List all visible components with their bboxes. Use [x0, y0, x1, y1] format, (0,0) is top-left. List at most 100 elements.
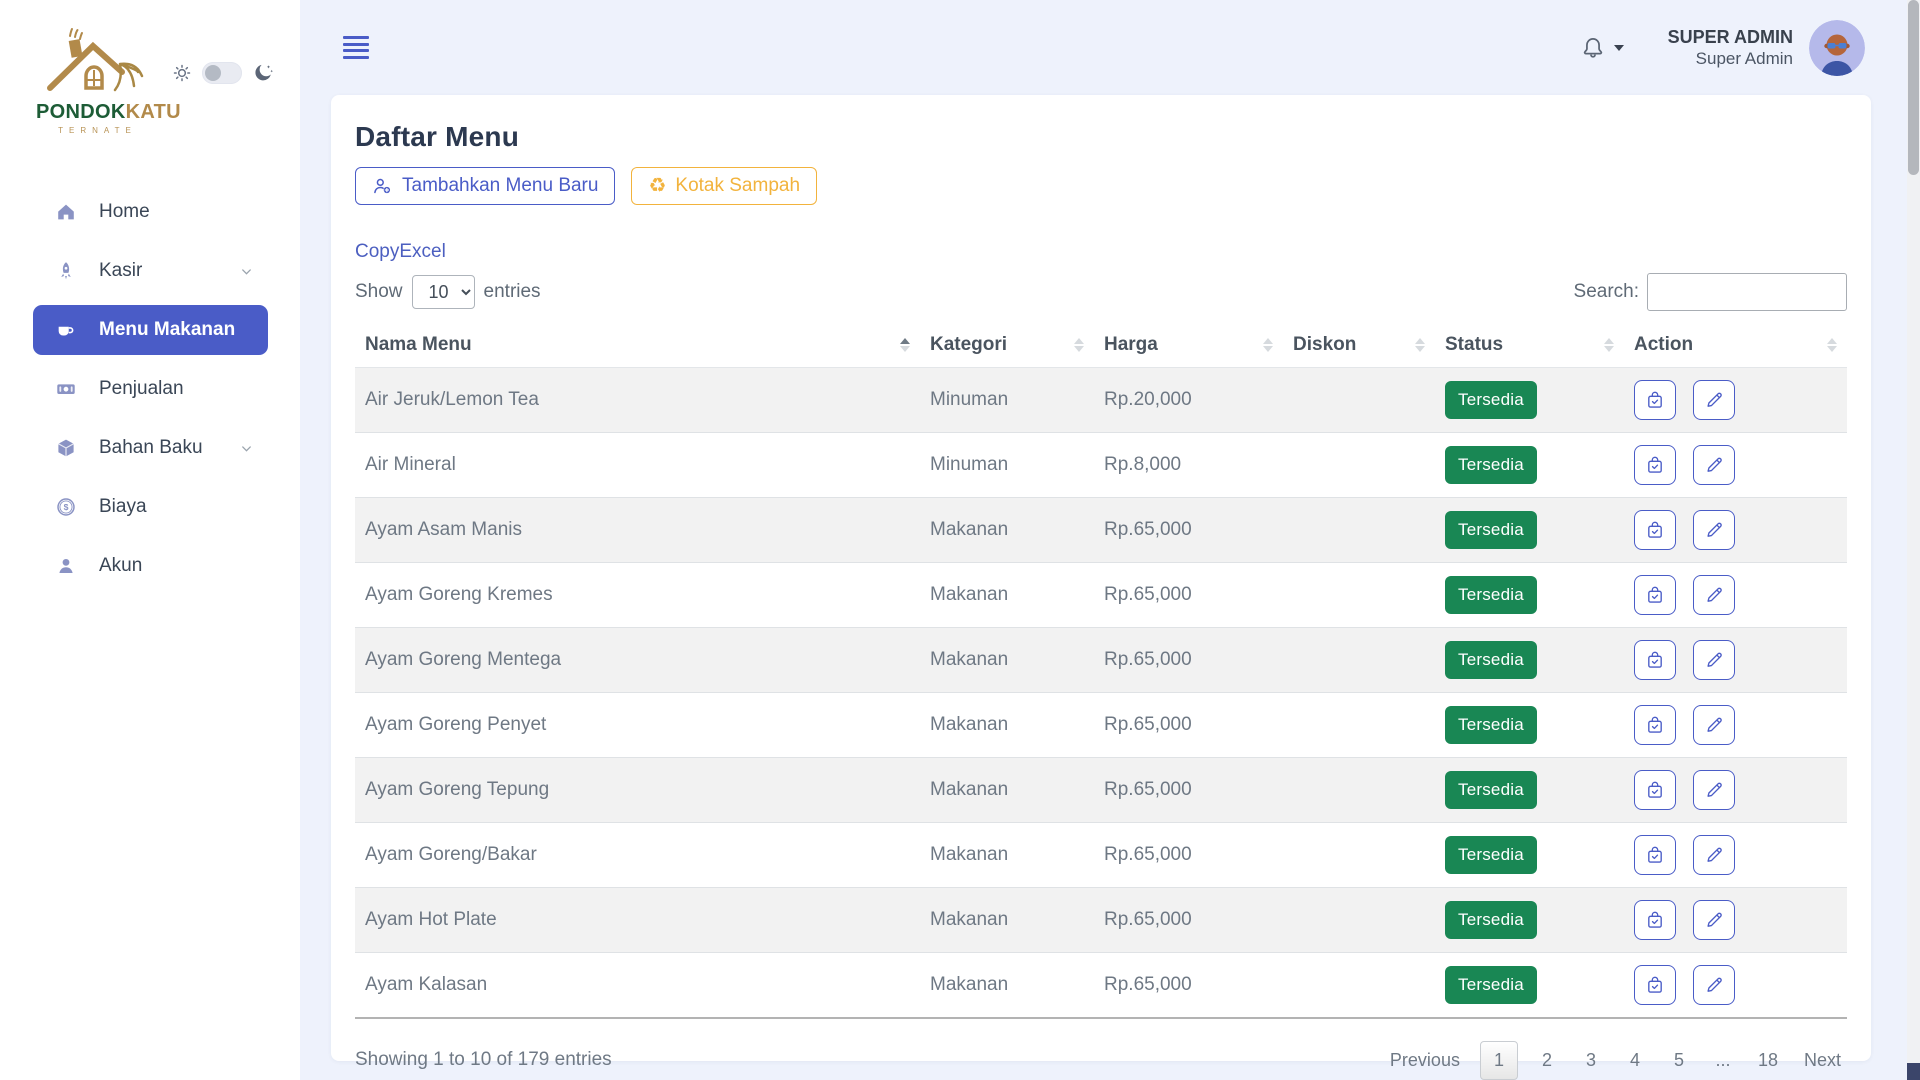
- discount-cell: [1283, 627, 1435, 693]
- pencil-icon: [1707, 522, 1723, 537]
- edit-button[interactable]: [1693, 705, 1736, 745]
- action-cell: [1624, 497, 1847, 563]
- rocket-icon: [54, 259, 78, 283]
- bag-check-button[interactable]: [1634, 835, 1676, 875]
- bag-check-button[interactable]: [1634, 900, 1676, 940]
- sidebar-item-penjualan[interactable]: Penjualan: [33, 364, 268, 414]
- sidebar-item-akun[interactable]: Akun: [33, 541, 268, 591]
- moon-icon: [255, 64, 273, 81]
- discount-cell: [1283, 432, 1435, 498]
- pagination-next[interactable]: Next: [1803, 1049, 1841, 1070]
- edit-button[interactable]: [1693, 835, 1736, 875]
- edit-button[interactable]: [1693, 770, 1736, 810]
- sidebar-item-kasir[interactable]: Kasir: [33, 246, 268, 296]
- table-row: Ayam Hot Plate Makanan Rp.65,000 Tersedi…: [355, 887, 1847, 953]
- excel-button[interactable]: Excel: [399, 241, 446, 262]
- price-cell: Rp.65,000: [1094, 562, 1283, 628]
- edit-button[interactable]: [1693, 900, 1736, 940]
- column-header-status[interactable]: Status: [1435, 323, 1624, 368]
- bag-check-icon: [1648, 651, 1662, 668]
- box-icon: [54, 436, 78, 460]
- bag-check-button[interactable]: [1634, 575, 1676, 615]
- sort-icon: [900, 338, 910, 352]
- bag-check-button[interactable]: [1634, 380, 1676, 420]
- column-header-kategori[interactable]: Kategori: [920, 323, 1094, 368]
- page-length-select[interactable]: 10: [411, 275, 475, 309]
- search-input[interactable]: [1647, 273, 1847, 311]
- pencil-icon: [1707, 392, 1723, 407]
- discount-cell: [1283, 692, 1435, 758]
- menu-name-cell: Ayam Kalasan: [355, 952, 920, 1019]
- price-cell: Rp.65,000: [1094, 497, 1283, 563]
- bag-check-button[interactable]: [1634, 640, 1676, 680]
- avatar[interactable]: [1809, 19, 1865, 76]
- status-cell: Tersedia: [1435, 562, 1624, 628]
- pagination-page-2[interactable]: 2: [1541, 1049, 1552, 1070]
- sidebar-nav: Home Kasir Menu Makanan: [0, 187, 300, 591]
- menu-name-cell: Air Mineral: [355, 432, 920, 498]
- price-cell: Rp.65,000: [1094, 887, 1283, 953]
- scrollbar-thumb[interactable]: [1908, 0, 1919, 175]
- add-menu-button[interactable]: Tambahkan Menu Baru: [355, 167, 616, 205]
- edit-button[interactable]: [1693, 964, 1736, 1005]
- sort-icon: [1074, 338, 1084, 352]
- dark-mode-toggle[interactable]: [202, 62, 242, 84]
- pagination-page-...[interactable]: ...: [1715, 1049, 1731, 1070]
- discount-cell: [1283, 367, 1435, 433]
- edit-button[interactable]: [1693, 445, 1736, 485]
- sidebar: PONDOKKATU TERNATE Home: [0, 0, 300, 1080]
- bag-check-button[interactable]: [1634, 705, 1676, 745]
- pagination-page-3[interactable]: 3: [1585, 1049, 1596, 1070]
- edit-button[interactable]: [1693, 380, 1736, 420]
- user-meta: SUPER ADMIN Super Admin: [1668, 26, 1793, 70]
- column-header-harga[interactable]: Harga: [1094, 323, 1283, 368]
- category-cell: Makanan: [920, 887, 1094, 953]
- copy-button[interactable]: Copy: [355, 241, 400, 262]
- pagination-page-4[interactable]: 4: [1629, 1049, 1640, 1070]
- pagination-page-18[interactable]: 18: [1757, 1049, 1778, 1070]
- edit-button[interactable]: [1693, 510, 1736, 550]
- action-cell: [1624, 952, 1847, 1019]
- bag-check-button[interactable]: [1634, 770, 1676, 810]
- sidebar-item-biaya[interactable]: $ Biaya: [33, 482, 268, 532]
- action-cell: [1624, 432, 1847, 498]
- pagination-page-5[interactable]: 5: [1673, 1049, 1684, 1070]
- sidebar-toggle-button[interactable]: [343, 36, 369, 59]
- notifications-dropdown[interactable]: [1580, 35, 1624, 61]
- edit-button[interactable]: [1693, 575, 1736, 615]
- sidebar-item-menu-makanan[interactable]: Menu Makanan: [33, 305, 268, 355]
- column-header-nama-menu[interactable]: Nama Menu: [355, 323, 920, 368]
- trash-bin-button[interactable]: ♻ Kotak Sampah: [631, 167, 818, 205]
- discount-cell: [1283, 822, 1435, 888]
- bag-check-button[interactable]: [1634, 445, 1676, 485]
- edit-button[interactable]: [1693, 640, 1736, 680]
- svg-text:$: $: [64, 502, 69, 512]
- sidebar-item-label: Akun: [99, 555, 143, 576]
- discount-cell: [1283, 952, 1435, 1019]
- price-cell: Rp.65,000: [1094, 692, 1283, 758]
- pencil-icon: [1707, 457, 1723, 472]
- price-cell: Rp.65,000: [1094, 757, 1283, 823]
- sidebar-item-bahan-baku[interactable]: Bahan Baku: [33, 423, 268, 473]
- category-cell: Makanan: [920, 692, 1094, 758]
- column-header-action[interactable]: Action: [1624, 323, 1847, 368]
- column-header-diskon[interactable]: Diskon: [1283, 323, 1435, 368]
- discount-cell: [1283, 497, 1435, 563]
- sidebar-item-label: Biaya: [99, 496, 147, 517]
- bag-check-button[interactable]: [1634, 964, 1676, 1005]
- logo-subtext: TERNATE: [58, 126, 137, 135]
- sidebar-item-label: Menu Makanan: [99, 319, 236, 340]
- pagination-page-1[interactable]: 1: [1479, 1040, 1518, 1080]
- caret-down-icon: [1613, 44, 1624, 51]
- sidebar-item-home[interactable]: Home: [33, 187, 268, 237]
- price-cell: Rp.8,000: [1094, 432, 1283, 498]
- search-label: Search:: [1573, 281, 1639, 302]
- table-row: Ayam Goreng/Bakar Makanan Rp.65,000 Ters…: [355, 822, 1847, 888]
- menu-name-cell: Ayam Goreng Tepung: [355, 757, 920, 823]
- pagination-previous[interactable]: Previous: [1389, 1049, 1460, 1070]
- bell-icon: [1583, 37, 1602, 58]
- pencil-icon: [1707, 847, 1723, 862]
- bag-check-icon: [1648, 911, 1662, 928]
- category-cell: Makanan: [920, 497, 1094, 563]
- bag-check-button[interactable]: [1634, 510, 1676, 550]
